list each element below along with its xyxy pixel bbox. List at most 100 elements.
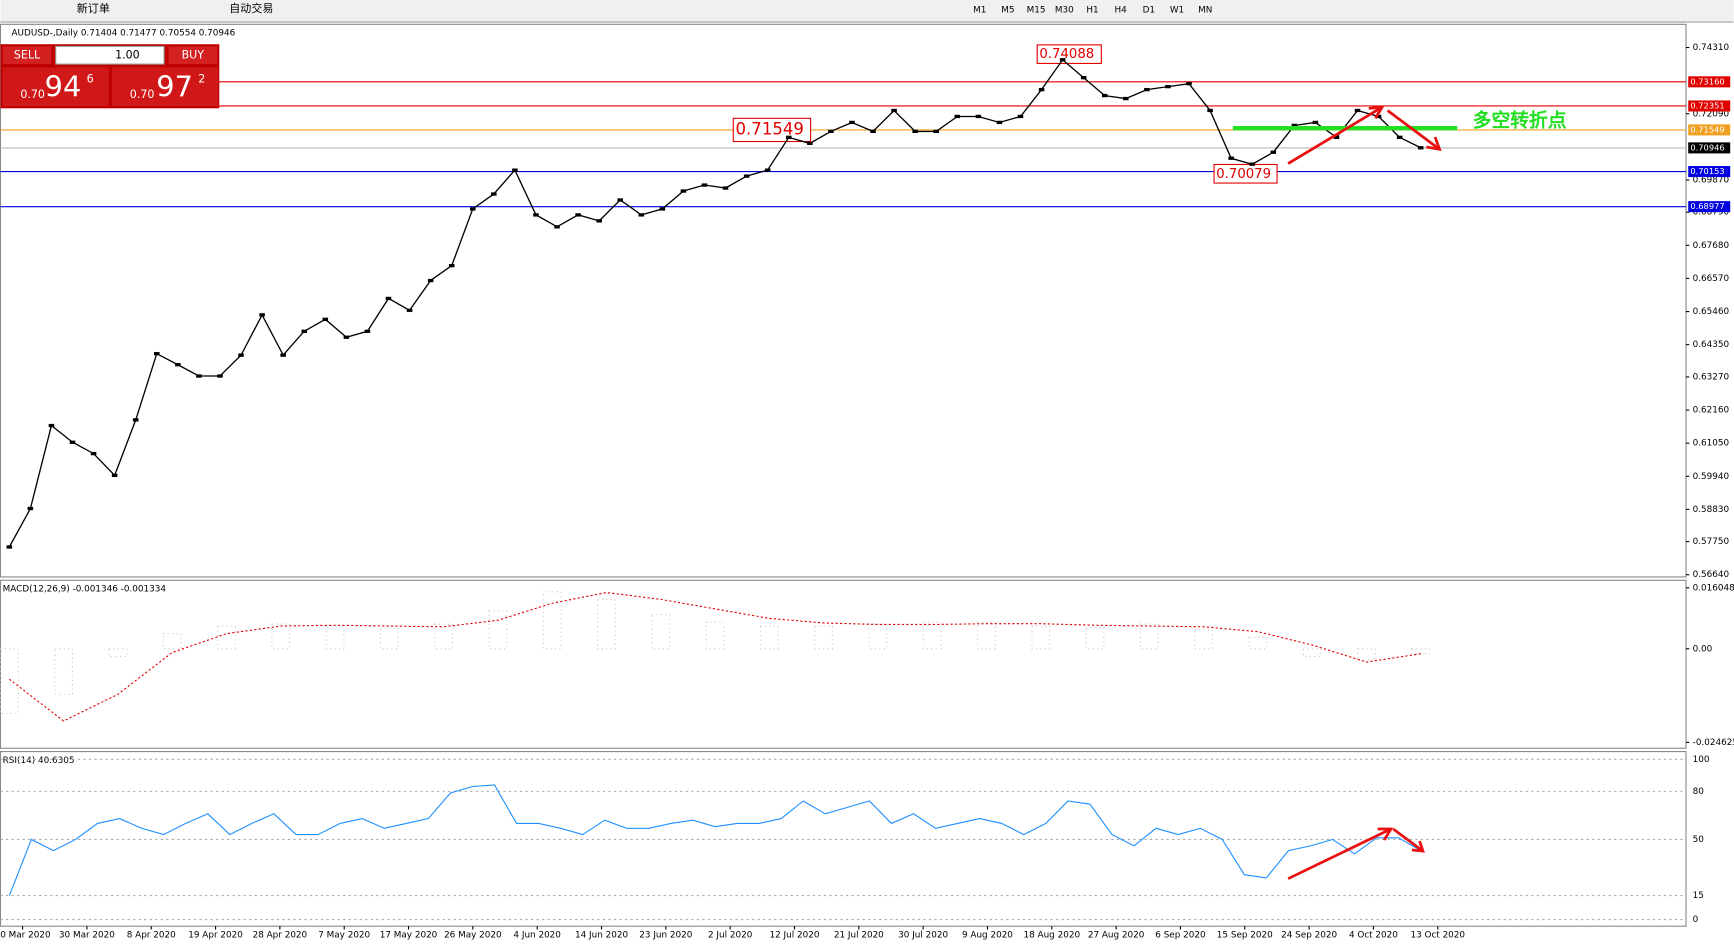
level-tag	[1688, 100, 1731, 112]
candle-close	[870, 129, 876, 134]
y-tick-label: 0.63270	[1693, 372, 1730, 382]
buy-pip: 2	[198, 73, 205, 86]
macd-bar	[488, 610, 508, 650]
sell-pip: 6	[87, 73, 94, 86]
macd-bar	[1248, 636, 1268, 650]
level-label: 0.73160	[1690, 76, 1724, 86]
candle-close	[1017, 114, 1024, 119]
candle-close	[217, 374, 223, 378]
candle-close	[512, 168, 518, 172]
candle-close	[322, 317, 329, 321]
macd-bar	[271, 623, 291, 650]
x-tick-label: 19 Apr 2020	[188, 931, 243, 941]
macd-bar	[1302, 648, 1322, 657]
timeframe[interactable]: W1	[1170, 5, 1184, 15]
macd-bar	[379, 627, 399, 650]
macd-bar	[705, 621, 725, 650]
x-tick-label: 17 May 2020	[380, 931, 438, 941]
level-label: 0.72351	[1690, 100, 1724, 110]
price-line	[8, 58, 1422, 548]
candle-close	[1144, 87, 1150, 92]
candle-close	[1375, 114, 1382, 119]
timeframe[interactable]: H1	[1086, 5, 1098, 15]
arrows	[1287, 105, 1442, 880]
annotation-box	[1213, 163, 1278, 184]
candle-close	[48, 423, 55, 428]
candle-close	[1038, 87, 1045, 92]
candle-close	[69, 440, 76, 444]
y-tick-label: 0.65460	[1693, 307, 1730, 317]
candle-close	[196, 374, 202, 378]
timeframe[interactable]: D1	[1143, 5, 1155, 15]
new-order[interactable]: 新订单	[77, 1, 110, 15]
y-tick-label: 50	[1693, 835, 1705, 845]
sell-quote[interactable]	[2, 67, 109, 107]
candle-close	[448, 263, 455, 268]
candle-close	[743, 174, 750, 178]
macd-bar	[0, 648, 19, 714]
macd-bar	[759, 625, 779, 650]
x-tick-label: 30 Jul 2020	[898, 931, 948, 941]
y-tick-label: 80	[1693, 787, 1705, 797]
buy-button[interactable]	[168, 46, 218, 65]
candle-close	[996, 120, 1003, 125]
macd-bar	[1194, 629, 1213, 650]
macd-bar	[651, 614, 671, 650]
candle-close	[470, 207, 476, 211]
timeframe[interactable]: M30	[1055, 5, 1074, 15]
candle-close	[1228, 156, 1234, 160]
candle-close	[280, 353, 286, 357]
macd-bar	[542, 591, 562, 650]
y-tick-label: 0.016048	[1693, 583, 1734, 593]
y-tick-label: 0.66570	[1693, 274, 1730, 284]
macd-bar	[1085, 627, 1105, 650]
lot-input[interactable]	[55, 45, 165, 65]
y-tick-label: 0.69870	[1693, 176, 1730, 186]
candle-close	[6, 545, 13, 549]
candle-close	[617, 198, 623, 202]
x-tick-label: 8 Apr 2020	[127, 931, 176, 941]
candle-close	[1354, 108, 1361, 113]
candle-close	[1396, 135, 1403, 139]
x-tick-label: 24 Sep 2020	[1281, 931, 1337, 941]
timeframe[interactable]: MN	[1198, 5, 1212, 15]
arrow-head	[1411, 840, 1425, 853]
candle-close	[722, 186, 729, 190]
candle-close	[785, 135, 792, 139]
x-tick-label: 7 May 2020	[318, 931, 370, 941]
candle-close	[701, 183, 708, 187]
auto-trade[interactable]: 自动交易	[229, 1, 273, 15]
x-tick-label: 4 Jun 2020	[513, 931, 561, 941]
candle-close	[364, 329, 371, 333]
timeframe[interactable]: M15	[1027, 5, 1046, 15]
trade-panel: SELL BUY 1.00 0.70 94 6 0.70 97 2	[0, 44, 220, 109]
macd-signal	[8, 591, 1421, 722]
sell-button[interactable]	[2, 46, 52, 65]
candle-close	[975, 114, 982, 119]
y-tick-label: 0.59940	[1693, 472, 1730, 482]
candle-close	[1270, 150, 1277, 154]
macd-bar	[434, 623, 453, 650]
x-tick-label: 20 Mar 2020	[0, 931, 51, 941]
timeframe[interactable]: M5	[1001, 5, 1014, 15]
timeframe[interactable]: M1	[973, 5, 986, 15]
rsi-line	[8, 784, 1422, 896]
macd-bar	[868, 623, 888, 650]
buy-quote[interactable]	[112, 67, 219, 107]
macd-bar	[922, 621, 942, 650]
candle-close	[638, 213, 645, 217]
macd-bar	[162, 633, 182, 650]
level-label: 0.71549	[1690, 124, 1724, 134]
candle-close	[533, 213, 539, 217]
arrow	[1386, 109, 1441, 151]
candle-close	[1186, 81, 1192, 86]
candle-close	[1249, 162, 1255, 166]
macd-frame	[0, 579, 1687, 749]
timeframe[interactable]: H4	[1115, 5, 1128, 15]
y-tick-label: 0.68790	[1693, 208, 1730, 218]
sell-digits: 94	[45, 69, 82, 103]
candle-close	[1207, 108, 1213, 113]
candle-close	[1123, 96, 1129, 101]
macd-bar	[54, 648, 73, 695]
